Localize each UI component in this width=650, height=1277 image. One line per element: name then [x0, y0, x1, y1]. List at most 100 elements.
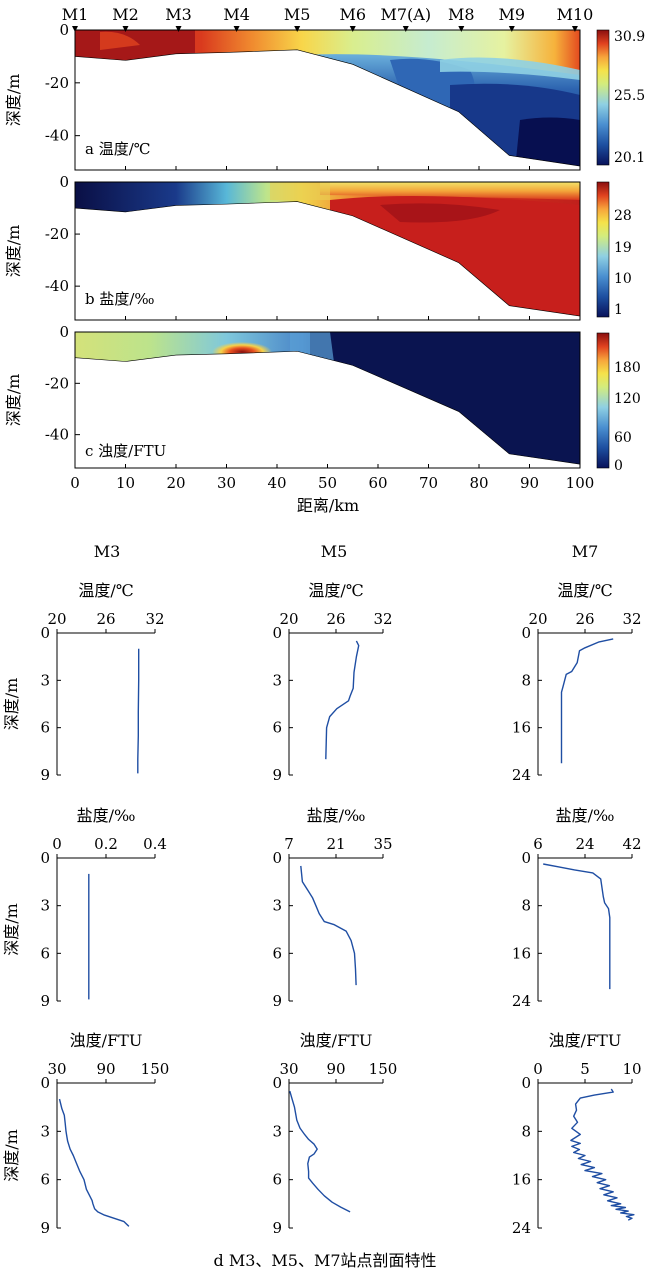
- y-axis-label: 深度/m: [2, 678, 21, 731]
- profile-plot-M5-4: 7 21 35 0 3 6 9 盐度/‰: [272, 806, 392, 1010]
- colorbar-tick: 0: [614, 458, 623, 474]
- x-tick-label: 10: [116, 474, 135, 492]
- profile-line: [543, 863, 611, 990]
- x-axis-label: 盐度/‰: [307, 806, 366, 825]
- y-tick-label: 3: [272, 1122, 282, 1140]
- x-tick-label: 90: [326, 1060, 345, 1078]
- salinity-section: b 盐度/‰ 28 19 10 1: [74, 181, 632, 321]
- profile-plot-M3-0: 20 26 32 0 3 6 9 温度/℃ 深度/m: [2, 581, 165, 784]
- colorbar-tick: 19: [614, 240, 632, 256]
- section-x-label: 距离/km: [297, 496, 359, 515]
- y-tick-label: 24: [512, 766, 531, 784]
- x-tick-label: 60: [368, 474, 387, 492]
- y-axis-label: 深度/m: [2, 903, 21, 956]
- y-tick-label: 0: [521, 624, 531, 642]
- station-marker: [294, 26, 301, 32]
- profile-plot-M3-3: 0 0.2 0.4 0 3 6 9 盐度/‰ 深度/m: [2, 806, 167, 1010]
- x-tick-label: 21: [326, 835, 345, 853]
- y-tick-label: 0: [272, 849, 282, 867]
- y-axis-label: 深度/m: [2, 1129, 21, 1182]
- y-tick-label: 8: [521, 671, 531, 689]
- x-tick-label: 42: [622, 835, 641, 853]
- x-axis-label: 浊度/FTU: [70, 1031, 143, 1050]
- colorbar-tick: 1: [614, 302, 623, 318]
- y-tick-label: 9: [272, 1219, 282, 1237]
- x-tick-label: 26: [575, 610, 594, 628]
- figure-caption: d M3、M5、M7站点剖面特性: [213, 1251, 436, 1270]
- colorbar-salinity: [596, 181, 610, 318]
- y-tick-label: -40: [45, 426, 69, 444]
- turbidity-section: c 浊度/FTU 180 120 60 0: [74, 331, 641, 474]
- x-tick-label: 80: [469, 474, 488, 492]
- profile-plot-M5-1: 20 26 32 0 3 6 9 温度/℃: [272, 581, 392, 784]
- panel-label-temperature: a 温度/℃: [85, 140, 151, 158]
- profile-line: [570, 1088, 635, 1221]
- x-tick-label: 20: [47, 610, 66, 628]
- y-tick-label: 9: [272, 766, 282, 784]
- y-tick-label: -40: [45, 127, 69, 145]
- y-tick-label: 6: [272, 719, 282, 737]
- x-axis-label: 温度/℃: [78, 581, 133, 600]
- y-tick-label: 6: [272, 1171, 282, 1189]
- x-tick-label: 24: [575, 835, 594, 853]
- y-tick-label: 0: [40, 849, 50, 867]
- x-tick-label: 10: [622, 1060, 641, 1078]
- station-marker: [508, 26, 515, 32]
- station-marker: [122, 26, 129, 32]
- station-marker: [72, 26, 78, 32]
- colorbar-tick: 25.5: [614, 88, 645, 104]
- profile-line: [325, 640, 360, 760]
- x-tick-label: 100: [566, 474, 595, 492]
- x-tick-label: 26: [326, 610, 345, 628]
- x-tick-label: 35: [373, 835, 392, 853]
- panel-label-turbidity: c 浊度/FTU: [85, 442, 166, 460]
- y-tick-label: 3: [40, 1122, 50, 1140]
- colorbar-turbidity: [596, 332, 610, 469]
- station-title: M5: [321, 542, 348, 561]
- station-label: M8: [448, 5, 475, 24]
- panel-label-salinity: b 盐度/‰: [85, 290, 155, 308]
- profile-line: [560, 638, 614, 764]
- station-title: M3: [94, 542, 121, 561]
- x-tick-label: 30: [217, 474, 236, 492]
- y-tick-label: 0: [40, 624, 50, 642]
- station-marker: [349, 26, 356, 32]
- x-tick-label: 150: [369, 1060, 398, 1078]
- y-tick-label: 0: [521, 1074, 531, 1092]
- station-marker: [233, 26, 240, 32]
- colorbar-tick: 60: [614, 430, 632, 446]
- y-tick-label: 8: [521, 897, 531, 915]
- x-tick-label: 20: [279, 610, 298, 628]
- profile-plot-M5-7: 30 90 150 0 3 6 9 浊度/FTU: [272, 1031, 397, 1237]
- y-tick-label: 9: [40, 1219, 50, 1237]
- y-tick-label: 0: [59, 173, 69, 191]
- y-tick-label: -40: [45, 277, 69, 295]
- profile-plot-M7-5: 6 24 42 0 8 16 24 盐度/‰: [512, 806, 642, 1010]
- x-tick-label: 6: [533, 835, 543, 853]
- station-marker: [402, 26, 409, 32]
- y-tick-label: 3: [272, 671, 282, 689]
- profile-line: [137, 648, 140, 774]
- station-markers: M1 M2 M3 M4 M5 M6 M7(A) M8 M9 M10: [62, 5, 593, 32]
- y-tick-label: 0: [272, 1074, 282, 1092]
- x-tick-label: 0.4: [143, 835, 167, 853]
- station-label: M1: [62, 5, 89, 24]
- profile-line: [58, 1098, 130, 1227]
- profile-plot-M7-8: 0 5 10 0 8 16 24 浊度/FTU: [512, 1031, 642, 1237]
- profile-line: [289, 1090, 351, 1213]
- station-marker: [571, 26, 578, 32]
- station-marker: [175, 26, 182, 32]
- x-tick-label: 0.2: [94, 835, 118, 853]
- y-tick-label: 6: [272, 944, 282, 962]
- x-axis-label: 温度/℃: [557, 581, 612, 600]
- y-tick-label: 9: [40, 766, 50, 784]
- profile-line: [300, 865, 357, 986]
- x-tick-label: 0: [52, 835, 62, 853]
- y-tick-label: 24: [512, 1219, 531, 1237]
- station-label: M2: [112, 5, 139, 24]
- y-tick-label: -20: [45, 225, 69, 243]
- x-tick-label: 40: [267, 474, 286, 492]
- section-y-label: 深度/m: [4, 374, 23, 427]
- section-y-label: 深度/m: [4, 225, 23, 278]
